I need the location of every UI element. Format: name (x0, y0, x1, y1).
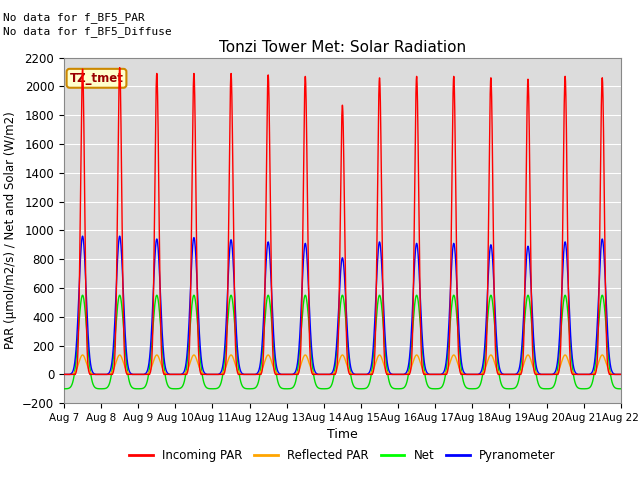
Title: Tonzi Tower Met: Solar Radiation: Tonzi Tower Met: Solar Radiation (219, 40, 466, 55)
Text: No data for f_BF5_Diffuse: No data for f_BF5_Diffuse (3, 26, 172, 37)
Y-axis label: PAR (μmol/m2/s) / Net and Solar (W/m2): PAR (μmol/m2/s) / Net and Solar (W/m2) (4, 111, 17, 349)
Legend: Incoming PAR, Reflected PAR, Net, Pyranometer: Incoming PAR, Reflected PAR, Net, Pyrano… (124, 444, 561, 467)
X-axis label: Time: Time (327, 429, 358, 442)
Text: TZ_tmet: TZ_tmet (70, 72, 124, 85)
Text: No data for f_BF5_PAR: No data for f_BF5_PAR (3, 12, 145, 23)
